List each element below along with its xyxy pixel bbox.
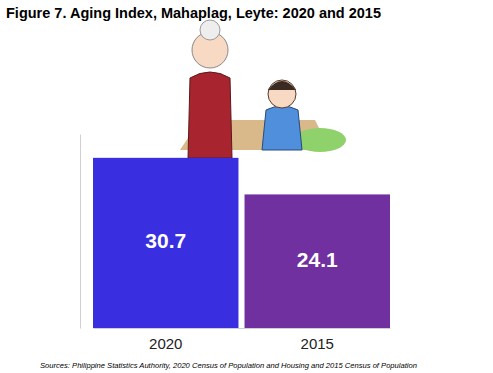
x-tick-label: 2015	[301, 335, 334, 352]
child-body	[262, 106, 302, 150]
x-tick-label: 2020	[149, 335, 182, 352]
data-label: 24.1	[297, 248, 338, 271]
data-label: 30.7	[145, 229, 186, 252]
bar	[245, 194, 390, 328]
x-tick: 2015	[301, 328, 334, 352]
illustration	[180, 20, 346, 158]
child-head	[268, 80, 296, 108]
source: Sources: Philippine Statistics Authority…	[40, 361, 417, 370]
grandma-hair	[200, 20, 220, 40]
data-labels: 30.7 24.1	[145, 229, 338, 270]
x-tick: 2020	[149, 328, 182, 352]
title: Figure 7. Aging Index, Mahaplag, Leyte: …	[6, 5, 381, 21]
x-axis: 2020 2015	[94, 328, 391, 352]
bar	[93, 158, 238, 328]
bars	[93, 158, 390, 328]
y-axis	[80, 135, 81, 329]
child-hair	[268, 81, 296, 90]
y-axis-line	[80, 135, 81, 329]
chart: Figure 7. Aging Index, Mahaplag, Leyte: …	[0, 0, 493, 373]
x-axis-line	[94, 328, 391, 329]
grandma-body	[188, 72, 232, 158]
